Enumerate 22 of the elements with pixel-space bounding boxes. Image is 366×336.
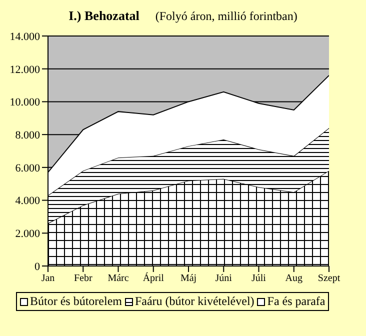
x-tick-label: Aug xyxy=(285,273,302,284)
x-tick-label: Febr xyxy=(74,273,93,284)
y-tick-label: 4.000 xyxy=(15,195,40,208)
y-tick-label: 8.000 xyxy=(15,129,40,142)
y-tick-label: 2.000 xyxy=(15,228,40,240)
chart-title: I.) Behozatal xyxy=(68,8,140,23)
y-tick-label: 12.000 xyxy=(10,64,40,76)
x-tick-label: Máj xyxy=(180,273,197,284)
x-tick-label: Júli xyxy=(252,273,266,284)
legend-label: Bútor és bútorelem xyxy=(29,294,122,309)
y-tick-label: 0 xyxy=(34,260,40,273)
x-tick-label: Jan xyxy=(41,273,55,284)
y-tick-label: 14.000 xyxy=(10,30,40,43)
legend-label: Faáru (bútor kivételével) xyxy=(134,294,254,309)
y-tick-label: 6.000 xyxy=(15,162,40,174)
y-tick-label: 10.000 xyxy=(10,96,40,109)
x-tick-label: Márc xyxy=(108,273,130,284)
legend-label: Fa és parafa xyxy=(266,294,326,309)
chart-subtitle: (Folyó áron, millió forintban) xyxy=(155,9,298,23)
x-tick-label: Szept xyxy=(318,273,340,284)
x-tick-label: Ápril xyxy=(142,272,164,284)
x-tick-label: Júni xyxy=(215,273,232,284)
